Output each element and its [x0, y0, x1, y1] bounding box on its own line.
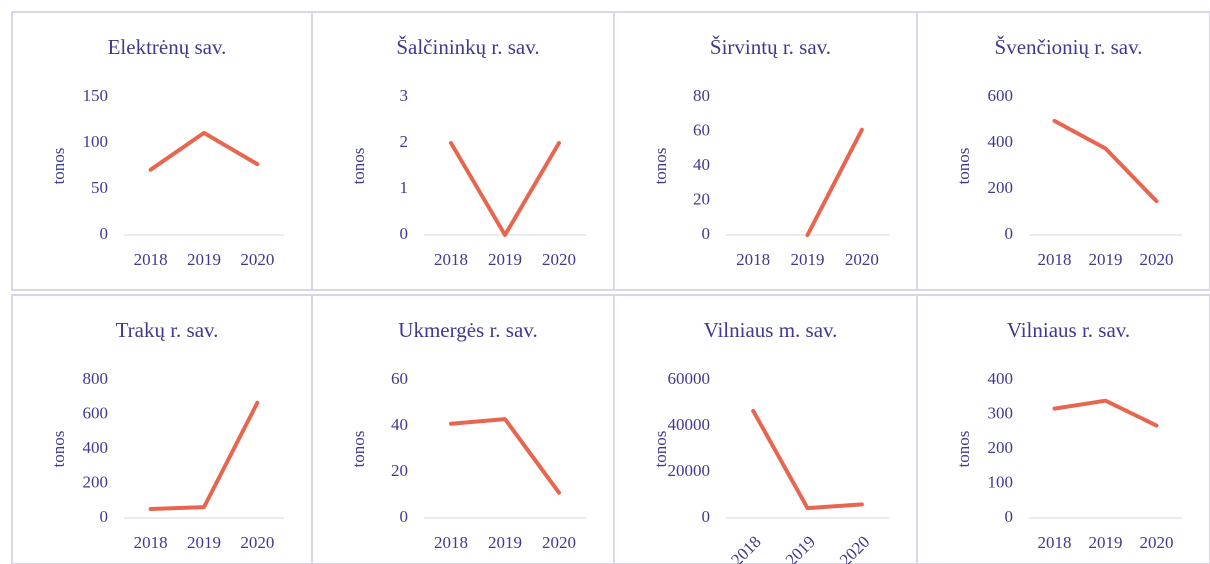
y-tick-label: 0 — [400, 507, 409, 526]
y-tick-label: 0 — [1005, 507, 1014, 526]
y-tick-label: 200 — [83, 472, 109, 491]
x-tick-label: 2020 — [1140, 533, 1174, 552]
y-tick-label: 40 — [693, 155, 710, 174]
x-tick-label: 2020 — [240, 250, 274, 269]
y-tick-label: 20000 — [668, 461, 711, 480]
x-tick-label: 2020 — [1140, 250, 1174, 269]
x-tick-label: 2019 — [488, 250, 522, 269]
x-tick-label: 2019 — [1089, 533, 1123, 552]
chart-title: Vilniaus m. sav. — [704, 318, 838, 342]
chart-title: Ukmergės r. sav. — [398, 318, 537, 342]
series-line — [1052, 118, 1159, 204]
x-tick-label: 2018 — [1038, 533, 1072, 552]
x-tick-label: 2020 — [836, 532, 873, 564]
y-axis-label: tonos — [49, 148, 68, 185]
series-line — [1052, 398, 1159, 428]
y-tick-label: 60 — [693, 120, 710, 139]
panel — [916, 294, 1210, 564]
y-tick-label: 400 — [988, 369, 1014, 388]
series-line — [148, 130, 260, 172]
x-tick-label: 2020 — [542, 250, 576, 269]
x-tick-label: 2020 — [845, 250, 879, 269]
panel — [916, 11, 1210, 291]
y-tick-label: 100 — [988, 472, 1014, 491]
y-tick-label: 40 — [391, 415, 408, 434]
chart-title: Širvintų r. sav. — [710, 35, 831, 59]
x-tick-label: 2019 — [791, 250, 825, 269]
x-tick-label: 2018 — [727, 532, 764, 564]
x-tick-label: 2018 — [736, 250, 770, 269]
series-line — [449, 417, 561, 495]
y-tick-label: 40000 — [668, 415, 711, 434]
y-axis-label: tonos — [651, 148, 670, 185]
x-tick-label: 2018 — [434, 533, 468, 552]
y-tick-label: 50 — [91, 178, 108, 197]
x-tick-label: 2018 — [134, 250, 168, 269]
y-tick-label: 0 — [702, 224, 711, 243]
x-tick-label: 2020 — [240, 533, 274, 552]
y-tick-label: 400 — [988, 132, 1014, 151]
y-tick-label: 300 — [988, 403, 1014, 422]
y-tick-label: 80 — [693, 86, 710, 105]
series-line — [751, 408, 864, 511]
y-tick-label: 2 — [400, 132, 409, 151]
y-tick-label: 0 — [100, 507, 109, 526]
y-axis-label: tonos — [651, 431, 670, 468]
y-tick-label: 150 — [83, 86, 109, 105]
chart-title: Vilniaus r. sav. — [1007, 318, 1130, 342]
y-axis-label: tonos — [49, 431, 68, 468]
chart-title: Švenčionių r. sav. — [995, 35, 1143, 59]
y-tick-label: 200 — [988, 438, 1014, 457]
y-tick-label: 0 — [400, 224, 409, 243]
x-tick-label: 2018 — [434, 250, 468, 269]
x-tick-label: 2019 — [782, 532, 819, 564]
x-tick-label: 2018 — [1038, 250, 1072, 269]
y-tick-label: 800 — [83, 369, 109, 388]
y-tick-label: 200 — [988, 178, 1014, 197]
y-tick-label: 400 — [83, 438, 109, 457]
y-tick-label: 0 — [702, 507, 711, 526]
series-line — [805, 127, 864, 237]
x-tick-label: 2020 — [542, 533, 576, 552]
y-tick-label: 0 — [100, 224, 109, 243]
y-tick-label: 1 — [400, 178, 409, 197]
y-tick-label: 20 — [693, 189, 710, 208]
chart-title: Šalčininkų r. sav. — [396, 35, 539, 59]
y-tick-label: 60000 — [668, 369, 711, 388]
x-tick-label: 2019 — [187, 533, 221, 552]
chart-title: Trakų r. sav. — [116, 318, 219, 342]
x-tick-label: 2019 — [1089, 250, 1123, 269]
y-tick-label: 0 — [1005, 224, 1014, 243]
y-axis-label: tonos — [954, 431, 973, 468]
x-tick-label: 2019 — [488, 533, 522, 552]
y-tick-label: 600 — [988, 86, 1014, 105]
y-axis-label: tonos — [349, 148, 368, 185]
y-axis-label: tonos — [349, 431, 368, 468]
chart-title: Elektrėnų sav. — [108, 35, 227, 59]
y-tick-label: 20 — [391, 461, 408, 480]
x-tick-label: 2018 — [134, 533, 168, 552]
y-tick-label: 100 — [83, 132, 109, 151]
series-line — [449, 141, 561, 237]
x-tick-label: 2019 — [187, 250, 221, 269]
y-axis-label: tonos — [954, 148, 973, 185]
y-tick-label: 60 — [391, 369, 408, 388]
y-tick-label: 3 — [400, 86, 409, 105]
y-tick-label: 600 — [83, 403, 109, 422]
series-line — [148, 400, 260, 512]
